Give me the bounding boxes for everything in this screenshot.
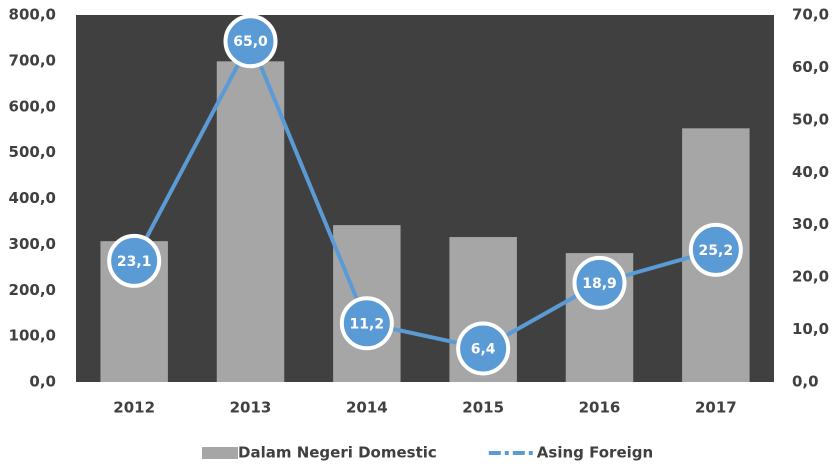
y-tick-label: 100,0 (9, 327, 56, 345)
legend-label: Dalam Negeri Domestic (238, 444, 437, 462)
y2-tick-label: 20,0 (792, 268, 829, 286)
y2-tick-label: 60,0 (792, 58, 829, 76)
y2-tick-label: 10,0 (792, 320, 829, 338)
y-tick-label: 0,0 (29, 373, 56, 391)
marker (223, 14, 278, 69)
data-label: 23,1 (117, 254, 152, 270)
legend-label: Asing Foreign (537, 444, 653, 462)
legend-swatch (202, 447, 238, 459)
y2-tick-label: 70,0 (792, 6, 829, 24)
plot-area (76, 15, 774, 382)
marker (572, 255, 627, 310)
y-tick-label: 400,0 (9, 189, 56, 207)
x-tick-label: 2014 (346, 399, 388, 417)
y2-tick-label: 0,0 (792, 373, 819, 391)
y-tick-label: 500,0 (9, 143, 56, 161)
y2-tick-label: 50,0 (792, 110, 829, 128)
marker (107, 233, 162, 288)
y-tick-label: 600,0 (9, 97, 56, 115)
data-label: 11,2 (350, 316, 385, 332)
x-tick-label: 2017 (695, 399, 737, 417)
y2-tick-label: 30,0 (792, 215, 829, 233)
marker (456, 321, 511, 376)
y-tick-label: 300,0 (9, 235, 56, 253)
data-label: 6,4 (471, 341, 496, 357)
data-label: 18,9 (582, 276, 617, 292)
bar (216, 61, 285, 383)
y-tick-label: 800,0 (9, 6, 56, 24)
x-tick-label: 2015 (462, 399, 504, 417)
y-tick-label: 700,0 (9, 51, 56, 69)
marker (339, 296, 394, 351)
x-tick-label: 2013 (230, 399, 272, 417)
y2-tick-label: 40,0 (792, 163, 829, 181)
x-tick-label: 2012 (113, 399, 155, 417)
data-label: 65,0 (233, 34, 268, 50)
x-tick-label: 2016 (579, 399, 621, 417)
y-tick-label: 200,0 (9, 281, 56, 299)
data-label: 25,2 (699, 243, 734, 259)
marker (688, 222, 743, 277)
